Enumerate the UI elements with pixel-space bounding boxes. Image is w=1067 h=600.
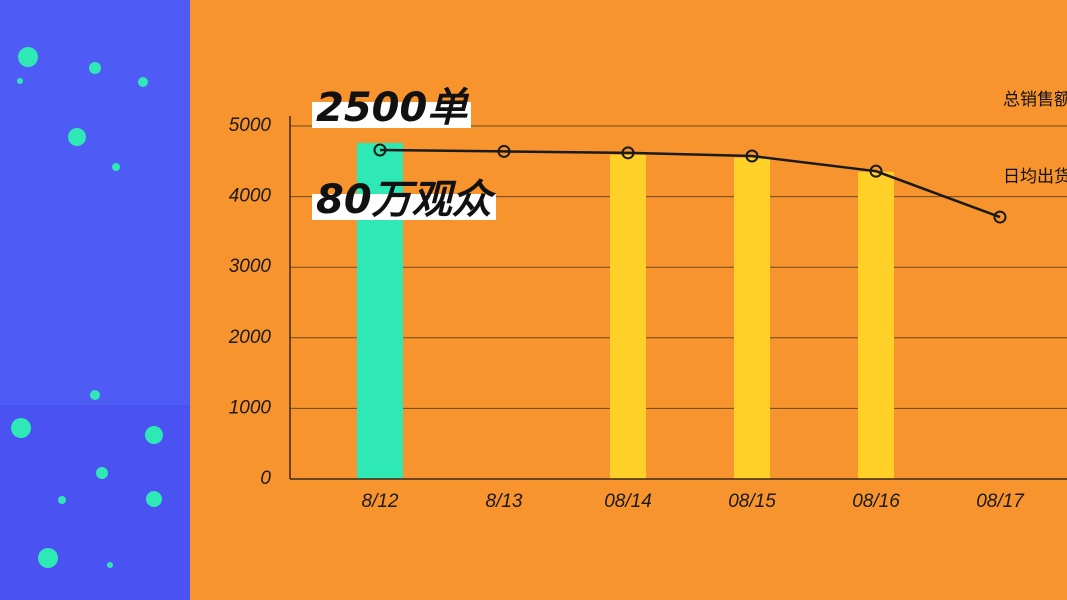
bar (734, 157, 770, 479)
line-point (497, 144, 511, 158)
line-point (745, 149, 759, 163)
bar (858, 171, 894, 479)
y-tick-label: 5000 (229, 115, 272, 136)
x-tick-label: 8/13 (486, 491, 523, 512)
x-tick-label: 08/17 (976, 491, 1025, 512)
y-tick-label: 2000 (228, 327, 272, 348)
decor-dots (11, 47, 163, 568)
y-tick-label: 0 (260, 468, 271, 489)
y-tick-label: 3000 (229, 256, 272, 277)
y-tick-label: 4000 (229, 186, 272, 207)
x-tick-label: 08/15 (728, 491, 776, 512)
annotation: 2500单 (312, 88, 472, 128)
annotation: 80万观众 (312, 180, 496, 220)
line-point (993, 210, 1007, 224)
y-tick-label: 1000 (229, 397, 272, 418)
line (379, 148, 1001, 219)
legend-label: 日均出货 (1003, 167, 1067, 187)
line-point (869, 164, 883, 178)
line-point (621, 146, 635, 160)
x-tick-label: 08/16 (852, 491, 900, 512)
line-point (373, 143, 387, 157)
x-tick-label: 8/12 (362, 491, 399, 512)
legend-label: 总销售额 (1003, 90, 1067, 110)
x-tick-label: 08/14 (604, 491, 652, 512)
bar (610, 154, 646, 480)
